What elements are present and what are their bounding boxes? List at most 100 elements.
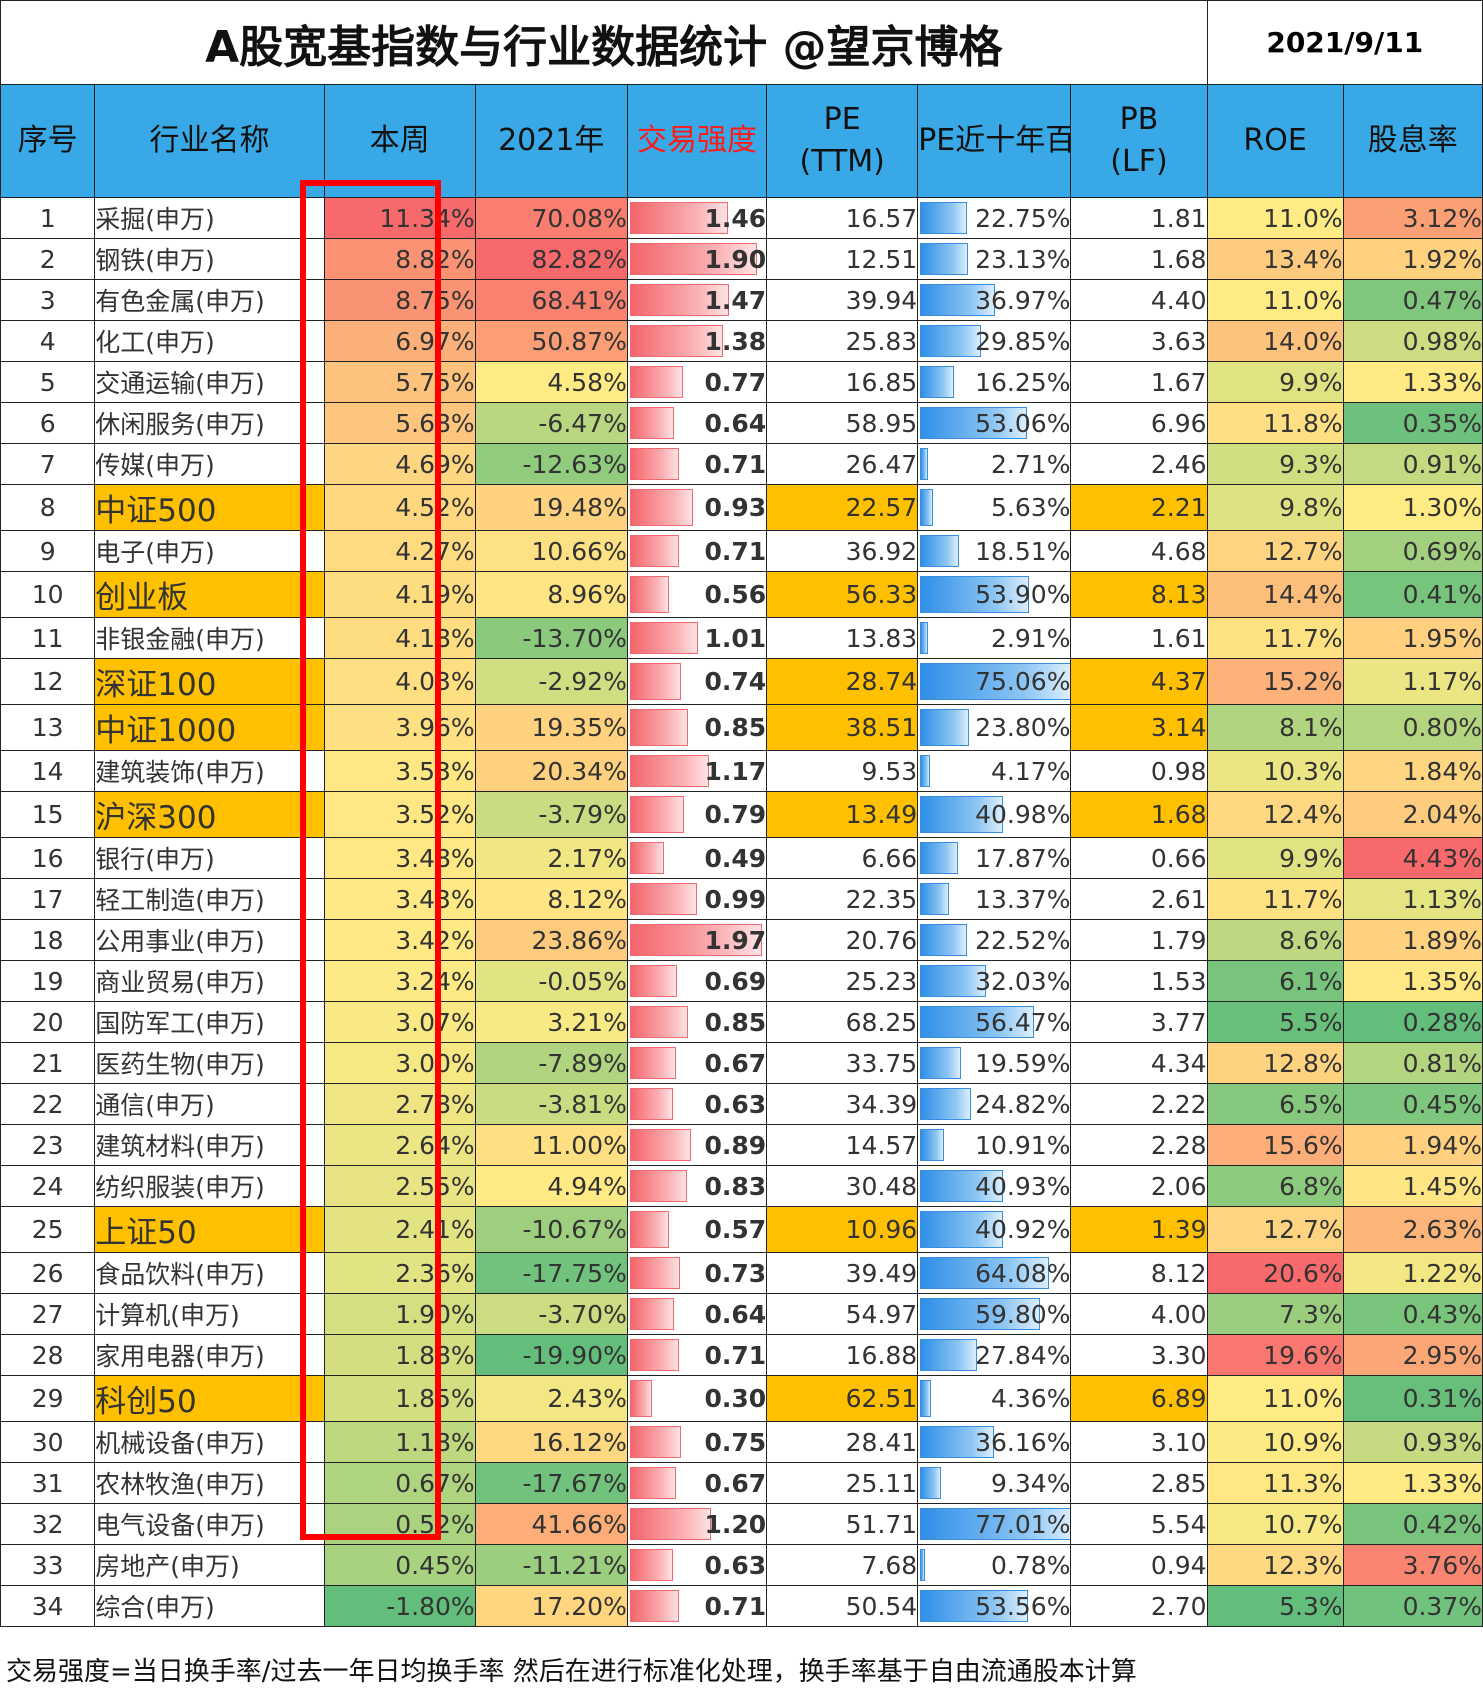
row-week-change: 8.75%	[323, 279, 476, 321]
row-pe: 25.83	[766, 320, 919, 362]
row-dividend: 0.45%	[1342, 1083, 1483, 1125]
row-pb: 0.66	[1070, 837, 1208, 879]
percentile-bar	[920, 407, 1028, 439]
row-pe: 12.51	[766, 238, 919, 280]
row-pe: 6.66	[766, 837, 919, 879]
table-row: 2 钢铁(申万) 8.82% 82.82% 1.90 12.51 23.13% 1.68 13.…	[0, 238, 1483, 280]
table-row: 25 上证50 2.41% -10.67% 0.57 10.96 40.92% 1.39 12.…	[0, 1206, 1483, 1253]
row-index: 14	[0, 750, 96, 792]
row-roe: 12.8%	[1206, 1042, 1344, 1084]
strength-value: 0.79	[704, 800, 767, 829]
row-year-change: 17.20%	[474, 1585, 628, 1627]
row-pe: 33.75	[766, 1042, 919, 1084]
percentile-bar	[920, 1257, 1049, 1289]
row-week-change: -1.80%	[323, 1585, 476, 1627]
strength-value: 0.56	[704, 580, 767, 609]
table-row: 28 家用电器(申万) 1.88% -19.90% 0.71 16.88 27.84% 3.3…	[0, 1334, 1483, 1376]
row-index: 2	[0, 238, 96, 280]
row-week-change: 6.97%	[323, 320, 476, 362]
row-dividend: 1.45%	[1342, 1165, 1483, 1207]
row-name: 科创50	[94, 1375, 325, 1422]
row-index: 16	[0, 837, 96, 879]
row-strength: 0.99	[626, 878, 768, 920]
row-roe: 9.9%	[1206, 837, 1344, 879]
strength-bar	[629, 883, 698, 915]
row-week-change: 3.43%	[323, 878, 476, 920]
strength-bar	[629, 366, 683, 398]
row-pe: 58.95	[766, 402, 919, 444]
row-year-change: 3.21%	[474, 1001, 628, 1043]
row-year-change: 10.66%	[474, 530, 628, 572]
row-pb: 3.30	[1070, 1334, 1208, 1376]
percentile-bar	[920, 883, 949, 915]
row-roe: 5.3%	[1206, 1585, 1344, 1627]
row-roe: 11.8%	[1206, 402, 1344, 444]
percentile-bar	[920, 1129, 944, 1161]
percentile-bar	[920, 1426, 994, 1458]
row-year-change: 70.08%	[474, 197, 628, 239]
row-dividend: 0.35%	[1342, 402, 1483, 444]
percentile-bar	[920, 842, 958, 874]
strength-bar	[629, 1047, 677, 1079]
row-index: 23	[0, 1124, 96, 1166]
row-pe: 68.25	[766, 1001, 919, 1043]
strength-bar	[629, 535, 679, 567]
row-year-change: 8.12%	[474, 878, 628, 920]
percentile-bar	[920, 1339, 978, 1371]
percentile-bar	[920, 576, 1029, 613]
strength-value: 0.89	[704, 1130, 767, 1160]
percentile-value: 40.98%	[975, 800, 1071, 829]
row-index: 8	[0, 484, 96, 531]
row-week-change: 11.34%	[323, 197, 476, 239]
percentile-value: 75.06%	[975, 667, 1071, 696]
strength-value: 0.71	[704, 536, 767, 566]
row-roe: 19.6%	[1206, 1334, 1344, 1376]
row-week-change: 1.88%	[323, 1334, 476, 1376]
table-row: 27 计算机(申万) 1.90% -3.70% 0.64 54.97 59.80% 4.00 7…	[0, 1293, 1483, 1335]
row-pe-percentile: 16.25%	[917, 361, 1072, 403]
percentile-value: 19.59%	[975, 1048, 1071, 1078]
row-name: 商业贸易(申万)	[94, 960, 325, 1002]
percentile-bar	[920, 1211, 1004, 1248]
row-index: 1	[0, 197, 96, 239]
row-strength: 0.63	[626, 1083, 768, 1125]
row-year-change: -17.75%	[474, 1252, 628, 1294]
row-strength: 0.64	[626, 1293, 768, 1335]
row-pe: 7.68	[766, 1544, 919, 1586]
percentile-value: 29.85%	[975, 326, 1071, 356]
row-pe-percentile: 56.47%	[917, 1001, 1072, 1043]
row-pb: 0.94	[1070, 1544, 1208, 1586]
strength-bar	[629, 1170, 687, 1202]
strength-value: 0.85	[704, 713, 767, 742]
row-dividend: 4.43%	[1342, 837, 1483, 879]
table-row: 20 国防军工(申万) 3.07% 3.21% 0.85 68.25 56.47% 3.77 5…	[0, 1001, 1483, 1043]
row-pe-percentile: 13.37%	[917, 878, 1072, 920]
row-index: 27	[0, 1293, 96, 1335]
row-pb: 3.63	[1070, 320, 1208, 362]
row-pe-percentile: 59.80%	[917, 1293, 1072, 1335]
row-year-change: -2.92%	[474, 658, 628, 705]
percentile-value: 53.56%	[975, 1591, 1071, 1621]
strength-bar	[629, 243, 758, 275]
percentile-bar	[920, 489, 934, 526]
strength-bar	[629, 663, 681, 700]
row-roe: 15.6%	[1206, 1124, 1344, 1166]
percentile-value: 40.93%	[975, 1171, 1071, 1201]
row-dividend: 2.63%	[1342, 1206, 1483, 1253]
strength-bar	[629, 1257, 681, 1289]
row-dividend: 1.95%	[1342, 617, 1483, 659]
row-pe: 16.85	[766, 361, 919, 403]
row-week-change: 2.36%	[323, 1252, 476, 1294]
row-index: 20	[0, 1001, 96, 1043]
row-index: 10	[0, 571, 96, 618]
strength-value: 0.99	[704, 884, 767, 914]
row-pe: 30.48	[766, 1165, 919, 1207]
strength-value: 0.63	[704, 1089, 767, 1119]
row-week-change: 2.78%	[323, 1083, 476, 1125]
row-year-change: 16.12%	[474, 1421, 628, 1463]
row-roe: 6.8%	[1206, 1165, 1344, 1207]
row-roe: 11.7%	[1206, 878, 1344, 920]
row-dividend: 0.98%	[1342, 320, 1483, 362]
row-strength: 0.85	[626, 1001, 768, 1043]
table-row: 34 综合(申万) -1.80% 17.20% 0.71 50.54 53.56% 2.70 5…	[0, 1585, 1483, 1627]
